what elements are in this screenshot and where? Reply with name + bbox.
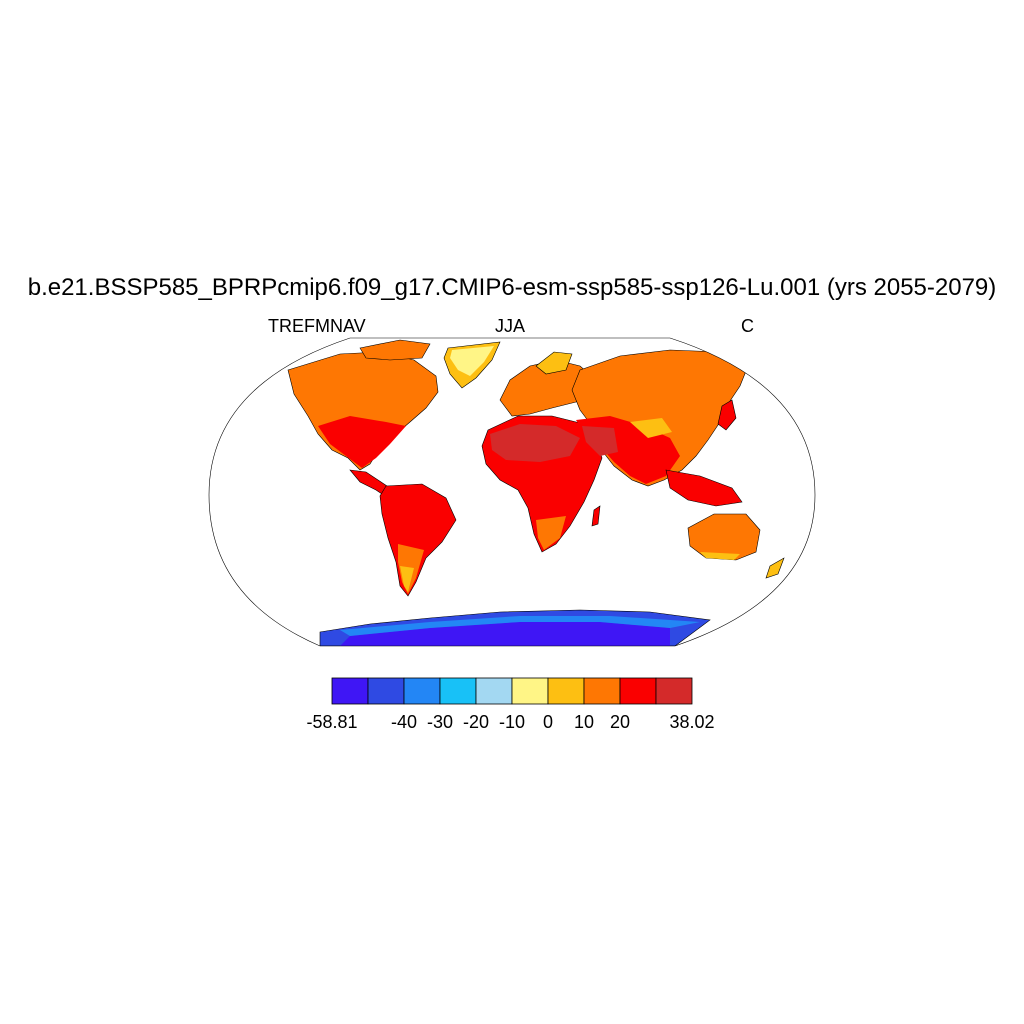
australia-land <box>687 513 761 561</box>
colorbar-swatch <box>655 677 693 705</box>
greenland-ice <box>450 346 494 376</box>
colorbar-swatch <box>583 677 621 705</box>
colorbar: -58.81 -40 -30 -20 -10 0 10 20 38.02 <box>306 677 715 732</box>
colorbar-tick-label: -30 <box>427 712 453 732</box>
southeast-asia <box>665 469 743 507</box>
colorbar-tick-label: 10 <box>574 712 594 732</box>
australia-south <box>700 552 740 560</box>
colorbar-tick-label: -58.81 <box>306 712 357 732</box>
colorbar-swatch <box>547 677 585 705</box>
new-zealand <box>765 557 785 579</box>
colorbar-swatch <box>403 677 441 705</box>
japan <box>717 399 737 431</box>
arctic-islands <box>359 339 431 361</box>
units-label: C <box>741 316 754 336</box>
south-america-land <box>379 483 457 597</box>
colorbar-tick-label: -10 <box>499 712 525 732</box>
colorbar-tick-label: 38.02 <box>669 712 714 732</box>
sahara-hot <box>490 424 580 462</box>
colorbar-tick-label: 0 <box>543 712 553 732</box>
globe-outline <box>208 337 816 647</box>
colorbar-swatch <box>619 677 657 705</box>
colorbar-swatch <box>439 677 477 705</box>
colorbar-tick-label: 20 <box>610 712 630 732</box>
colorbar-swatch <box>367 677 405 705</box>
arabia-hot <box>582 426 618 456</box>
antarctica-interior <box>340 622 670 646</box>
south-america-tip <box>400 566 414 592</box>
southern-africa <box>536 516 566 550</box>
north-america-hot <box>318 416 406 468</box>
season-label: JJA <box>495 316 526 336</box>
madagascar <box>591 505 601 527</box>
colorbar-tick-label: -40 <box>391 712 417 732</box>
antarctica-coast <box>340 616 700 636</box>
colorbar-tick-label: -20 <box>463 712 489 732</box>
scandinavia-land <box>535 351 573 375</box>
colorbar-swatch <box>511 677 549 705</box>
variable-label: TREFMNAV <box>268 316 366 336</box>
colorbar-swatch <box>331 677 369 705</box>
plot-title: b.e21.BSSP585_BPRPcmip6.f09_g17.CMIP6-es… <box>27 274 997 301</box>
colorbar-swatch <box>475 677 513 705</box>
world-map <box>208 337 816 647</box>
tibet-cool <box>630 418 672 438</box>
